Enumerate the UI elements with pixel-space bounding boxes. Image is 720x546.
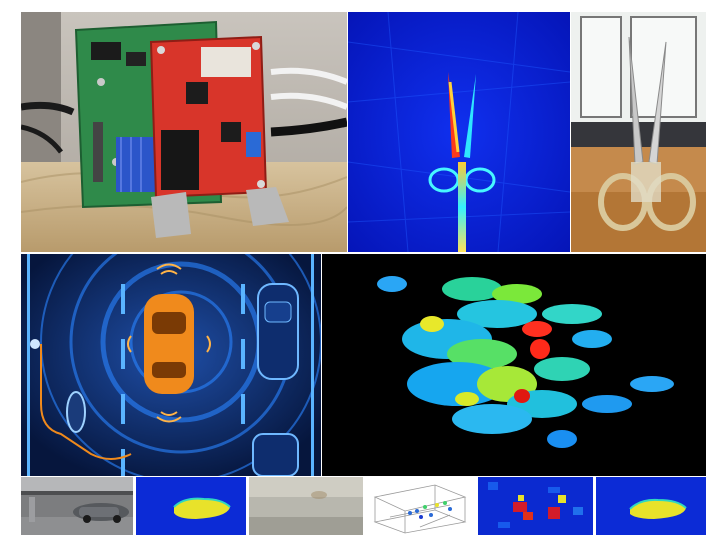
scissors-radar-image: [348, 12, 570, 252]
radar-board-photo: [21, 12, 347, 252]
scissors-photo: [571, 12, 706, 252]
3d-scatter-plot: [365, 477, 475, 535]
foggy-scene-photo: [249, 477, 363, 535]
car-silhouette-mask-2: [596, 477, 706, 535]
parking-garage-car-photo: [21, 477, 133, 535]
radar-heatmap-small: [478, 477, 593, 535]
car-silhouette-mask-1: [136, 477, 246, 535]
automotive-radar-illustration: [21, 254, 321, 476]
point-cloud-visualization: [322, 254, 706, 476]
